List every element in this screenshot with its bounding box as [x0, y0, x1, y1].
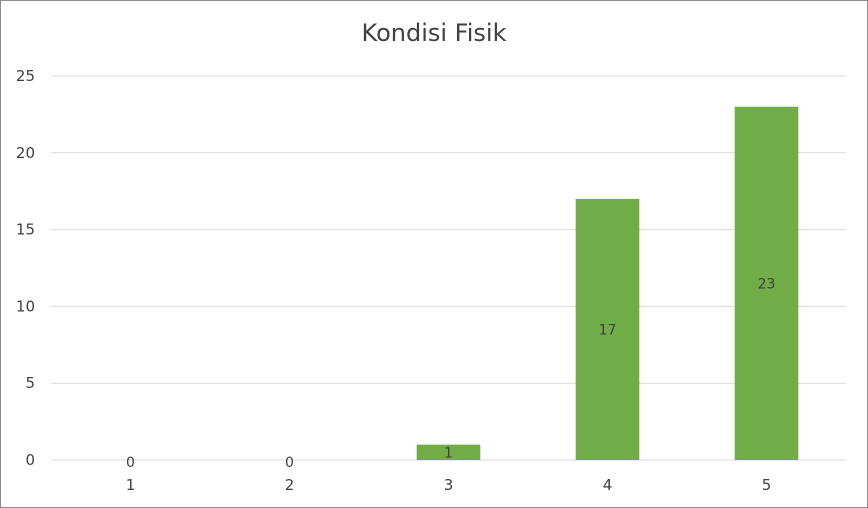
x-tick-label: 3 — [444, 476, 454, 494]
data-labels: 0 0 1 17 23 — [126, 276, 775, 471]
y-tick-label: 20 — [16, 144, 35, 162]
chart-title: Kondisi Fisik — [361, 19, 507, 47]
data-label: 23 — [758, 276, 776, 292]
bar — [734, 106, 799, 460]
bar — [416, 444, 481, 460]
x-tick-label: 5 — [762, 476, 772, 494]
data-label: 0 — [126, 455, 135, 471]
x-tick-label: 2 — [285, 476, 295, 494]
bars — [416, 106, 799, 460]
x-axis-ticks: 1 2 3 4 5 — [126, 476, 772, 494]
y-axis-ticks: 0 5 10 15 20 25 — [16, 67, 35, 469]
y-tick-label: 25 — [16, 67, 35, 85]
gridlines — [51, 75, 846, 461]
y-tick-label: 5 — [25, 374, 35, 392]
data-label: 17 — [599, 322, 617, 338]
x-tick-label: 1 — [126, 476, 136, 494]
bar — [575, 198, 640, 460]
y-tick-label: 10 — [16, 297, 35, 315]
y-tick-label: 15 — [16, 221, 35, 239]
data-label: 0 — [285, 455, 294, 471]
x-tick-label: 4 — [603, 476, 613, 494]
y-tick-label: 0 — [25, 451, 35, 469]
data-label: 1 — [444, 445, 453, 461]
